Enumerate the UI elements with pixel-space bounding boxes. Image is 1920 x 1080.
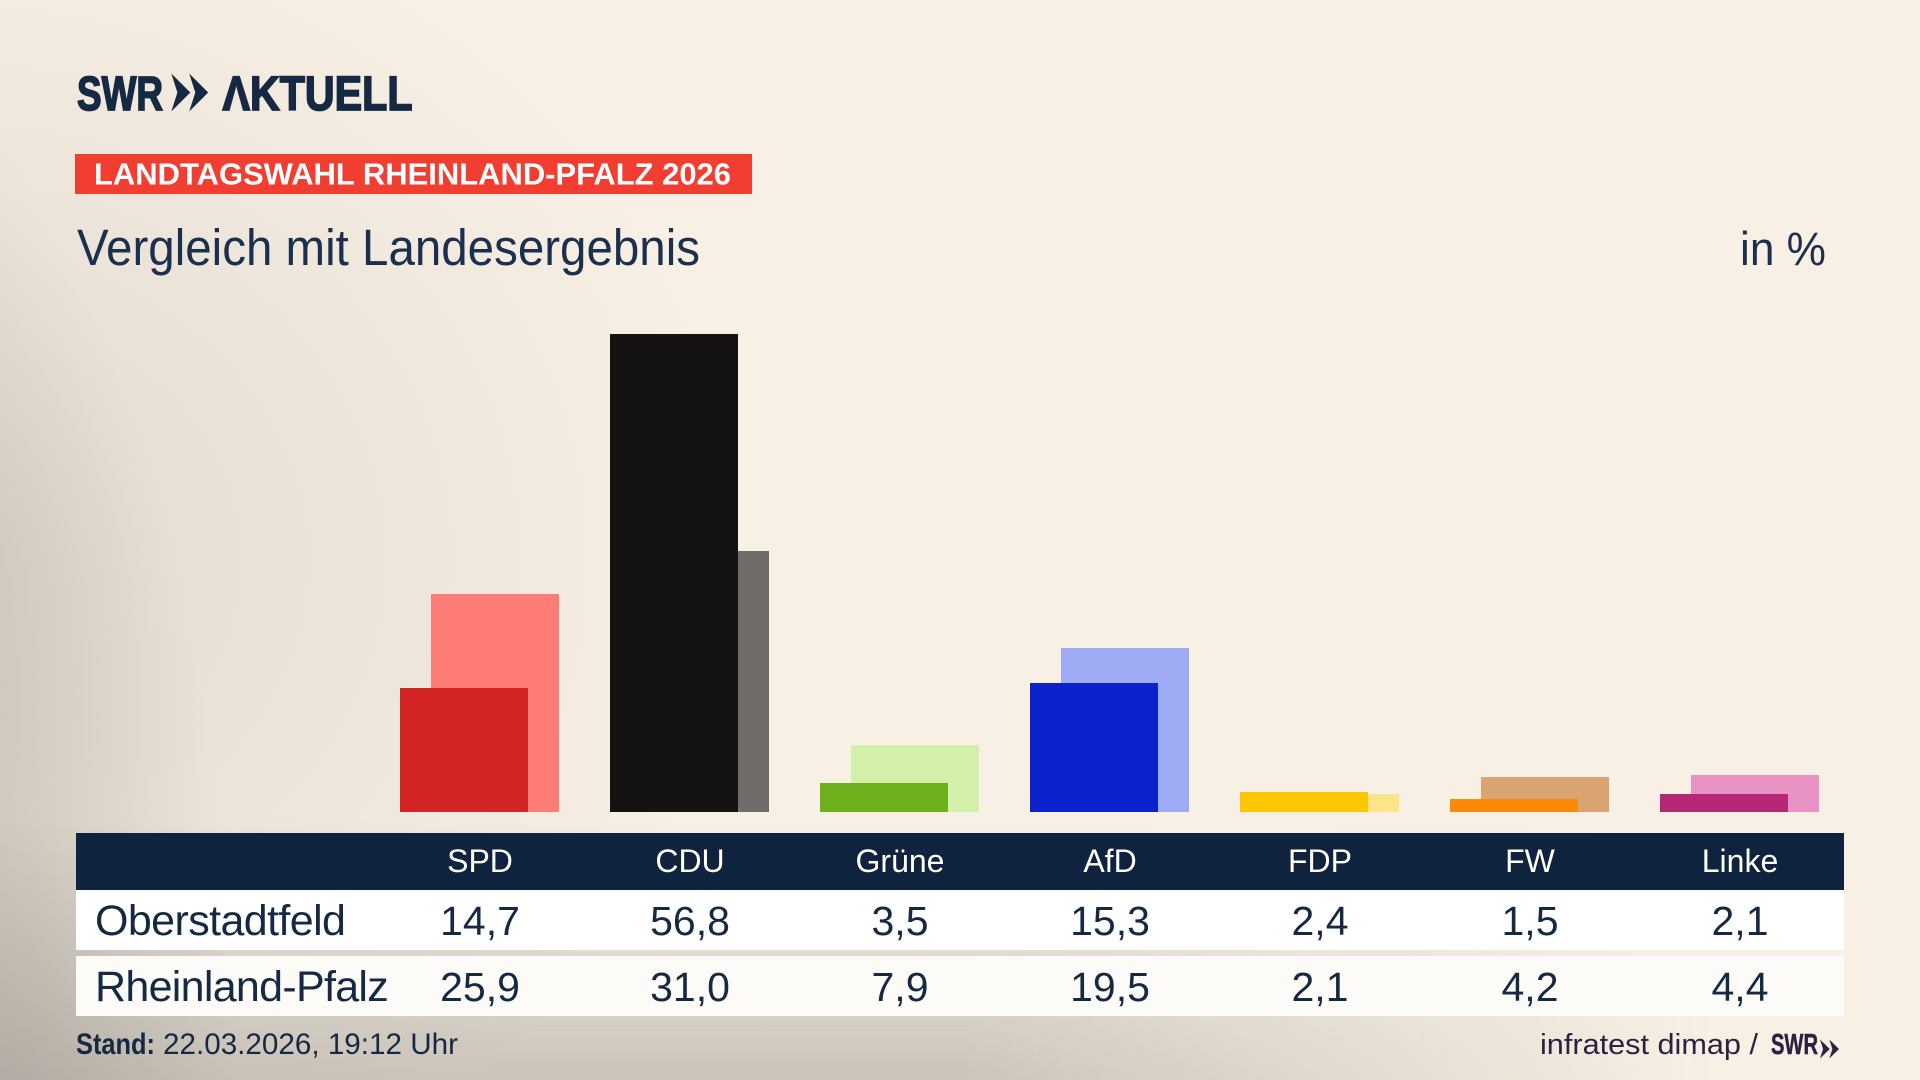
svg-text:SWR: SWR [77,68,163,121]
svg-text:infratest dimap /: infratest dimap / [1540,1029,1759,1061]
svg-text:22.03.2026, 19:12 Uhr: 22.03.2026, 19:12 Uhr [163,1028,458,1061]
svg-text:in %: in % [1740,222,1826,275]
svg-text:Vergleich mit Landesergebnis: Vergleich mit Landesergebnis [77,219,700,276]
svg-text:LANDTAGSWAHL RHEINLAND-PFALZ 2: LANDTAGSWAHL RHEINLAND-PFALZ 2026 [94,157,731,192]
svg-text:Stand:: Stand: [76,1028,155,1061]
svg-text:SWR: SWR [1771,1029,1818,1061]
svg-text:ΛKTUELL: ΛKTUELL [223,68,413,121]
